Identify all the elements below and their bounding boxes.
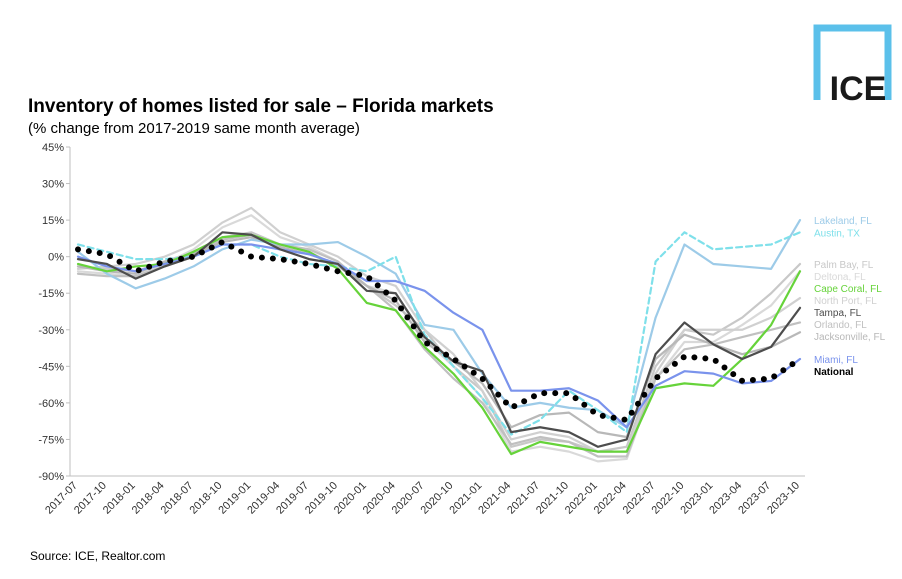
line-series bbox=[76, 219, 802, 429]
legend-label: North Port, FL bbox=[814, 296, 877, 307]
source: Source: ICE, Realtor.com bbox=[30, 549, 165, 563]
line-series bbox=[76, 233, 802, 456]
legend-label: Palm Bay, FL bbox=[814, 260, 874, 271]
legend-label: National bbox=[814, 367, 854, 378]
y-tick-label: -60% bbox=[38, 398, 64, 410]
legend-label: Tampa, FL bbox=[814, 308, 862, 319]
legend-label: Deltona, FL bbox=[814, 272, 866, 283]
legend-label: Cape Coral, FL bbox=[814, 284, 882, 295]
y-tick-label: -90% bbox=[38, 471, 64, 483]
y-tick-label: 15% bbox=[42, 215, 64, 227]
legend-label: Orlando, FL bbox=[814, 320, 867, 331]
y-tick-label: -75% bbox=[38, 434, 64, 446]
chart-subtitle: (% change from 2017-2019 same month aver… bbox=[28, 120, 360, 137]
y-tick-label: 45% bbox=[42, 142, 64, 154]
y-tick-label: -45% bbox=[38, 361, 64, 373]
line-series bbox=[76, 243, 802, 429]
logo: ICE bbox=[813, 24, 892, 108]
y-tick-label: 30% bbox=[42, 179, 64, 191]
line-series bbox=[76, 206, 802, 453]
legend-label: Miami, FL bbox=[814, 355, 858, 366]
legend-label: Jacksonville, FL bbox=[814, 332, 886, 343]
y-tick-label: 0% bbox=[48, 252, 64, 264]
chart-title: Inventory of homes listed for sale – Flo… bbox=[28, 96, 494, 117]
y-tick-label: -15% bbox=[38, 288, 64, 300]
logo-text: ICE bbox=[830, 70, 887, 108]
y-tick-label: -30% bbox=[38, 325, 64, 337]
legend-label: Austin, TX bbox=[814, 228, 860, 239]
logo-frame bbox=[813, 24, 892, 100]
line-series bbox=[75, 239, 803, 423]
legend-label: Lakeland, FL bbox=[814, 216, 872, 227]
